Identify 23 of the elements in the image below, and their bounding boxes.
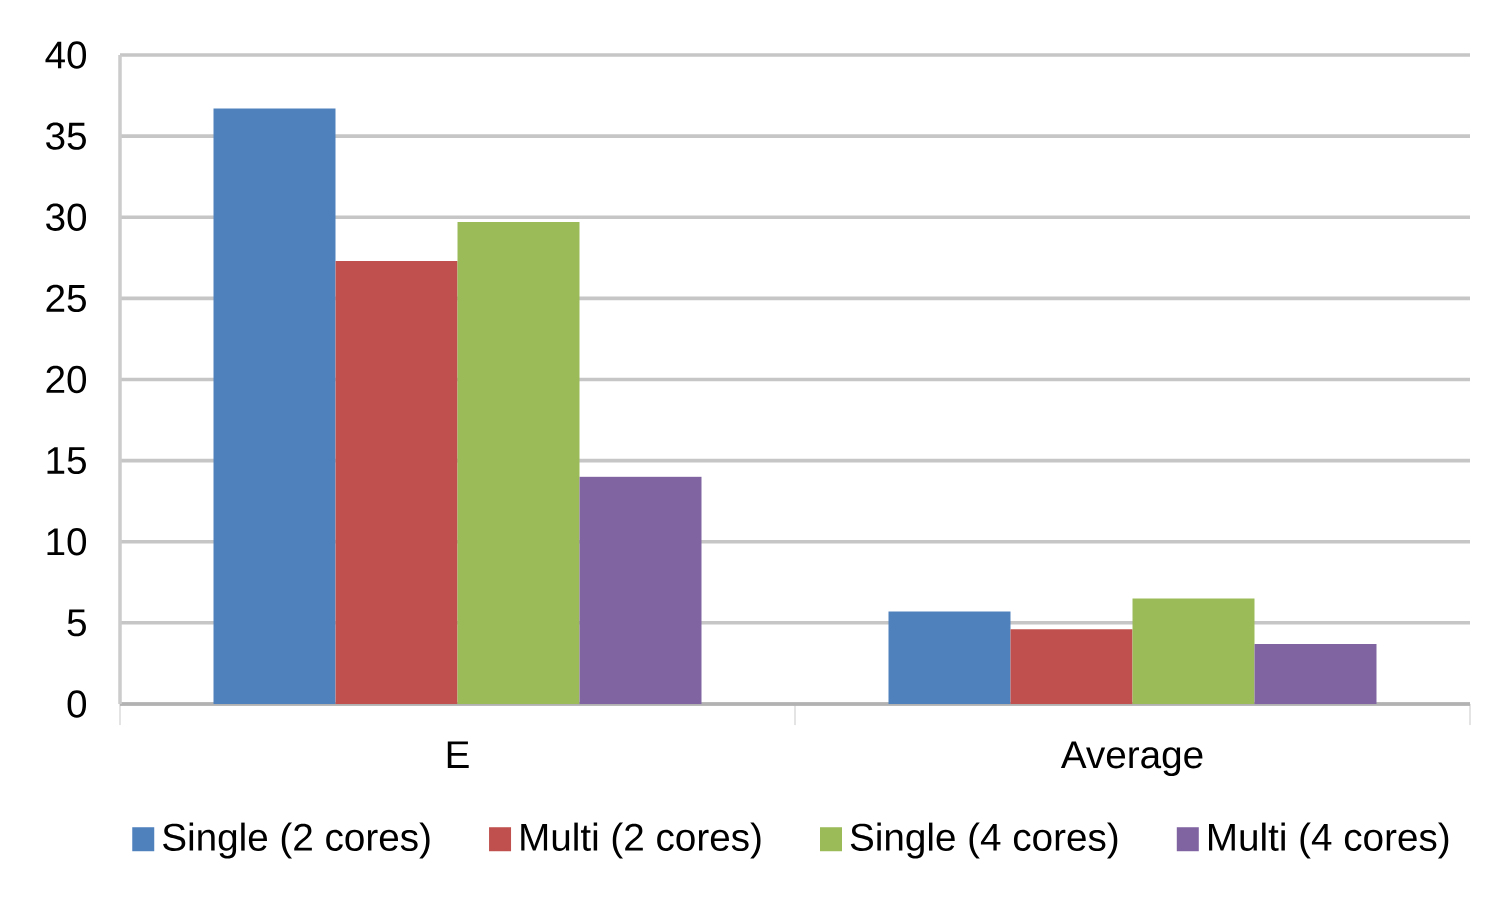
bar bbox=[1254, 643, 1377, 704]
legend-label: Single (4 cores) bbox=[850, 822, 1118, 859]
bar bbox=[579, 476, 702, 704]
y-tick-label: 5 bbox=[67, 609, 86, 637]
y-tick-label: 40 bbox=[45, 41, 87, 69]
bar bbox=[335, 261, 458, 704]
y-tick-label: 0 bbox=[67, 690, 87, 718]
legend-label: Multi (4 cores) bbox=[1209, 822, 1449, 859]
y-tick-label: 15 bbox=[47, 447, 86, 475]
bar bbox=[213, 108, 336, 704]
bar bbox=[888, 611, 1011, 704]
legend-label: Single (2 cores) bbox=[163, 822, 430, 859]
legend-label: Multi (2 cores) bbox=[521, 822, 761, 859]
y-tick-label: 10 bbox=[47, 528, 87, 556]
bar bbox=[1010, 629, 1133, 704]
y-tick-label: 25 bbox=[46, 284, 86, 313]
bar bbox=[457, 222, 580, 704]
x-tick-label: E bbox=[447, 741, 469, 768]
x-tick-label: Average bbox=[1060, 741, 1203, 776]
y-tick-label: 20 bbox=[46, 365, 87, 394]
y-tick-label: 35 bbox=[46, 122, 86, 150]
bar bbox=[1132, 598, 1255, 704]
y-tick-label: 30 bbox=[46, 203, 87, 231]
